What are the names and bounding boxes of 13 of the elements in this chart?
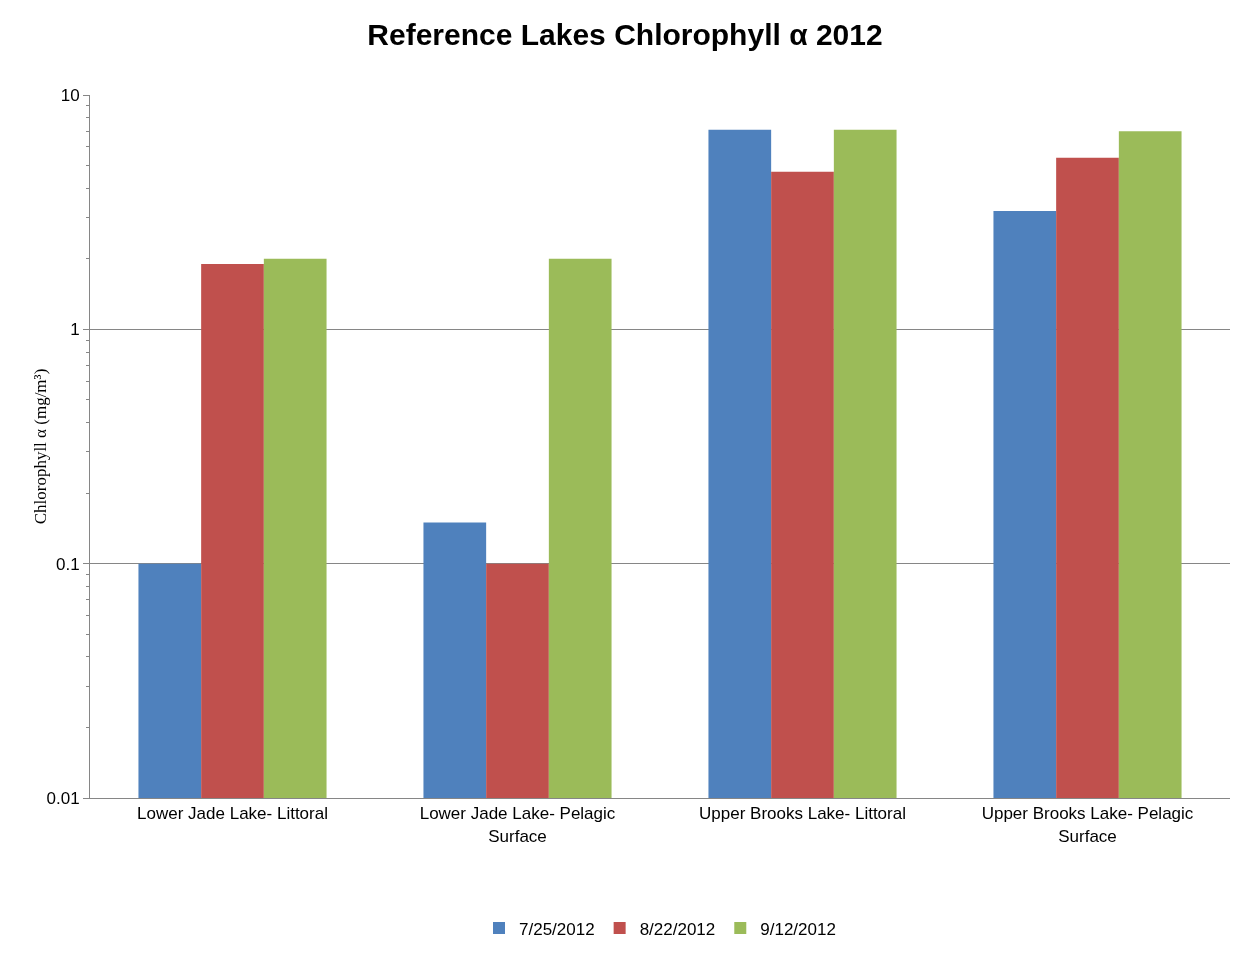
x-tick-label: Lower Jade Lake- Pelagic Surface (419, 804, 616, 846)
legend-label: 9/12/2012 (760, 919, 836, 939)
y-tick-label: 1 (70, 320, 80, 340)
y-tick-label: 10 (60, 85, 80, 105)
x-tick-label: Upper Brooks Lake- Pelagic Surface (981, 804, 1194, 846)
y-axis-title: Chlorophyll α (mg/m³) (31, 368, 50, 525)
legend-label: 7/25/2012 (519, 919, 595, 939)
x-tick-label: Upper Brooks Lake- Littoral (699, 804, 906, 824)
x-tick-label: Lower Jade Lake- Littoral (137, 804, 328, 824)
legend-label: 8/22/2012 (639, 919, 716, 939)
y-tick-label: 0.01 (46, 788, 80, 808)
y-tick-label: 0.1 (55, 554, 80, 574)
chart-title: Reference Lakes Chlorophyll α 2012 (367, 17, 883, 51)
